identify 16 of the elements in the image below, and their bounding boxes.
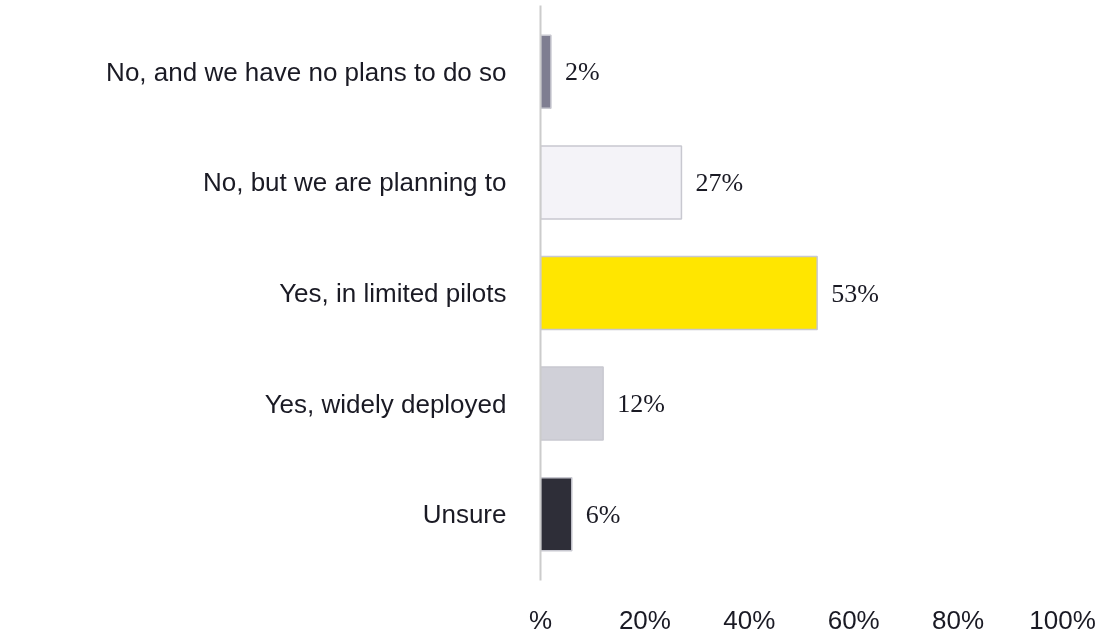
- x-tick-label: 20%: [618, 604, 671, 635]
- y-tick-label: No, but we are planning to: [202, 167, 507, 198]
- x-tick-label: %: [528, 604, 553, 635]
- data-label: 2%: [564, 57, 600, 87]
- x-tick-label: 80%: [932, 604, 985, 635]
- data-label: 27%: [695, 167, 744, 197]
- data-label: 6%: [585, 499, 621, 529]
- x-tick-label: 100%: [1029, 604, 1096, 635]
- y-tick-label: Unsure: [422, 499, 507, 530]
- x-tick-label: 60%: [827, 604, 880, 635]
- y-tick-label: Yes, widely deployed: [264, 388, 507, 419]
- y-tick-label: Yes, in limited pilots: [279, 278, 507, 308]
- y-tick-label: No, and we have no plans to do so: [106, 56, 507, 87]
- x-tick-label: 40%: [723, 604, 776, 635]
- data-label: 53%: [831, 278, 879, 308]
- data-label: 12%: [617, 389, 665, 419]
